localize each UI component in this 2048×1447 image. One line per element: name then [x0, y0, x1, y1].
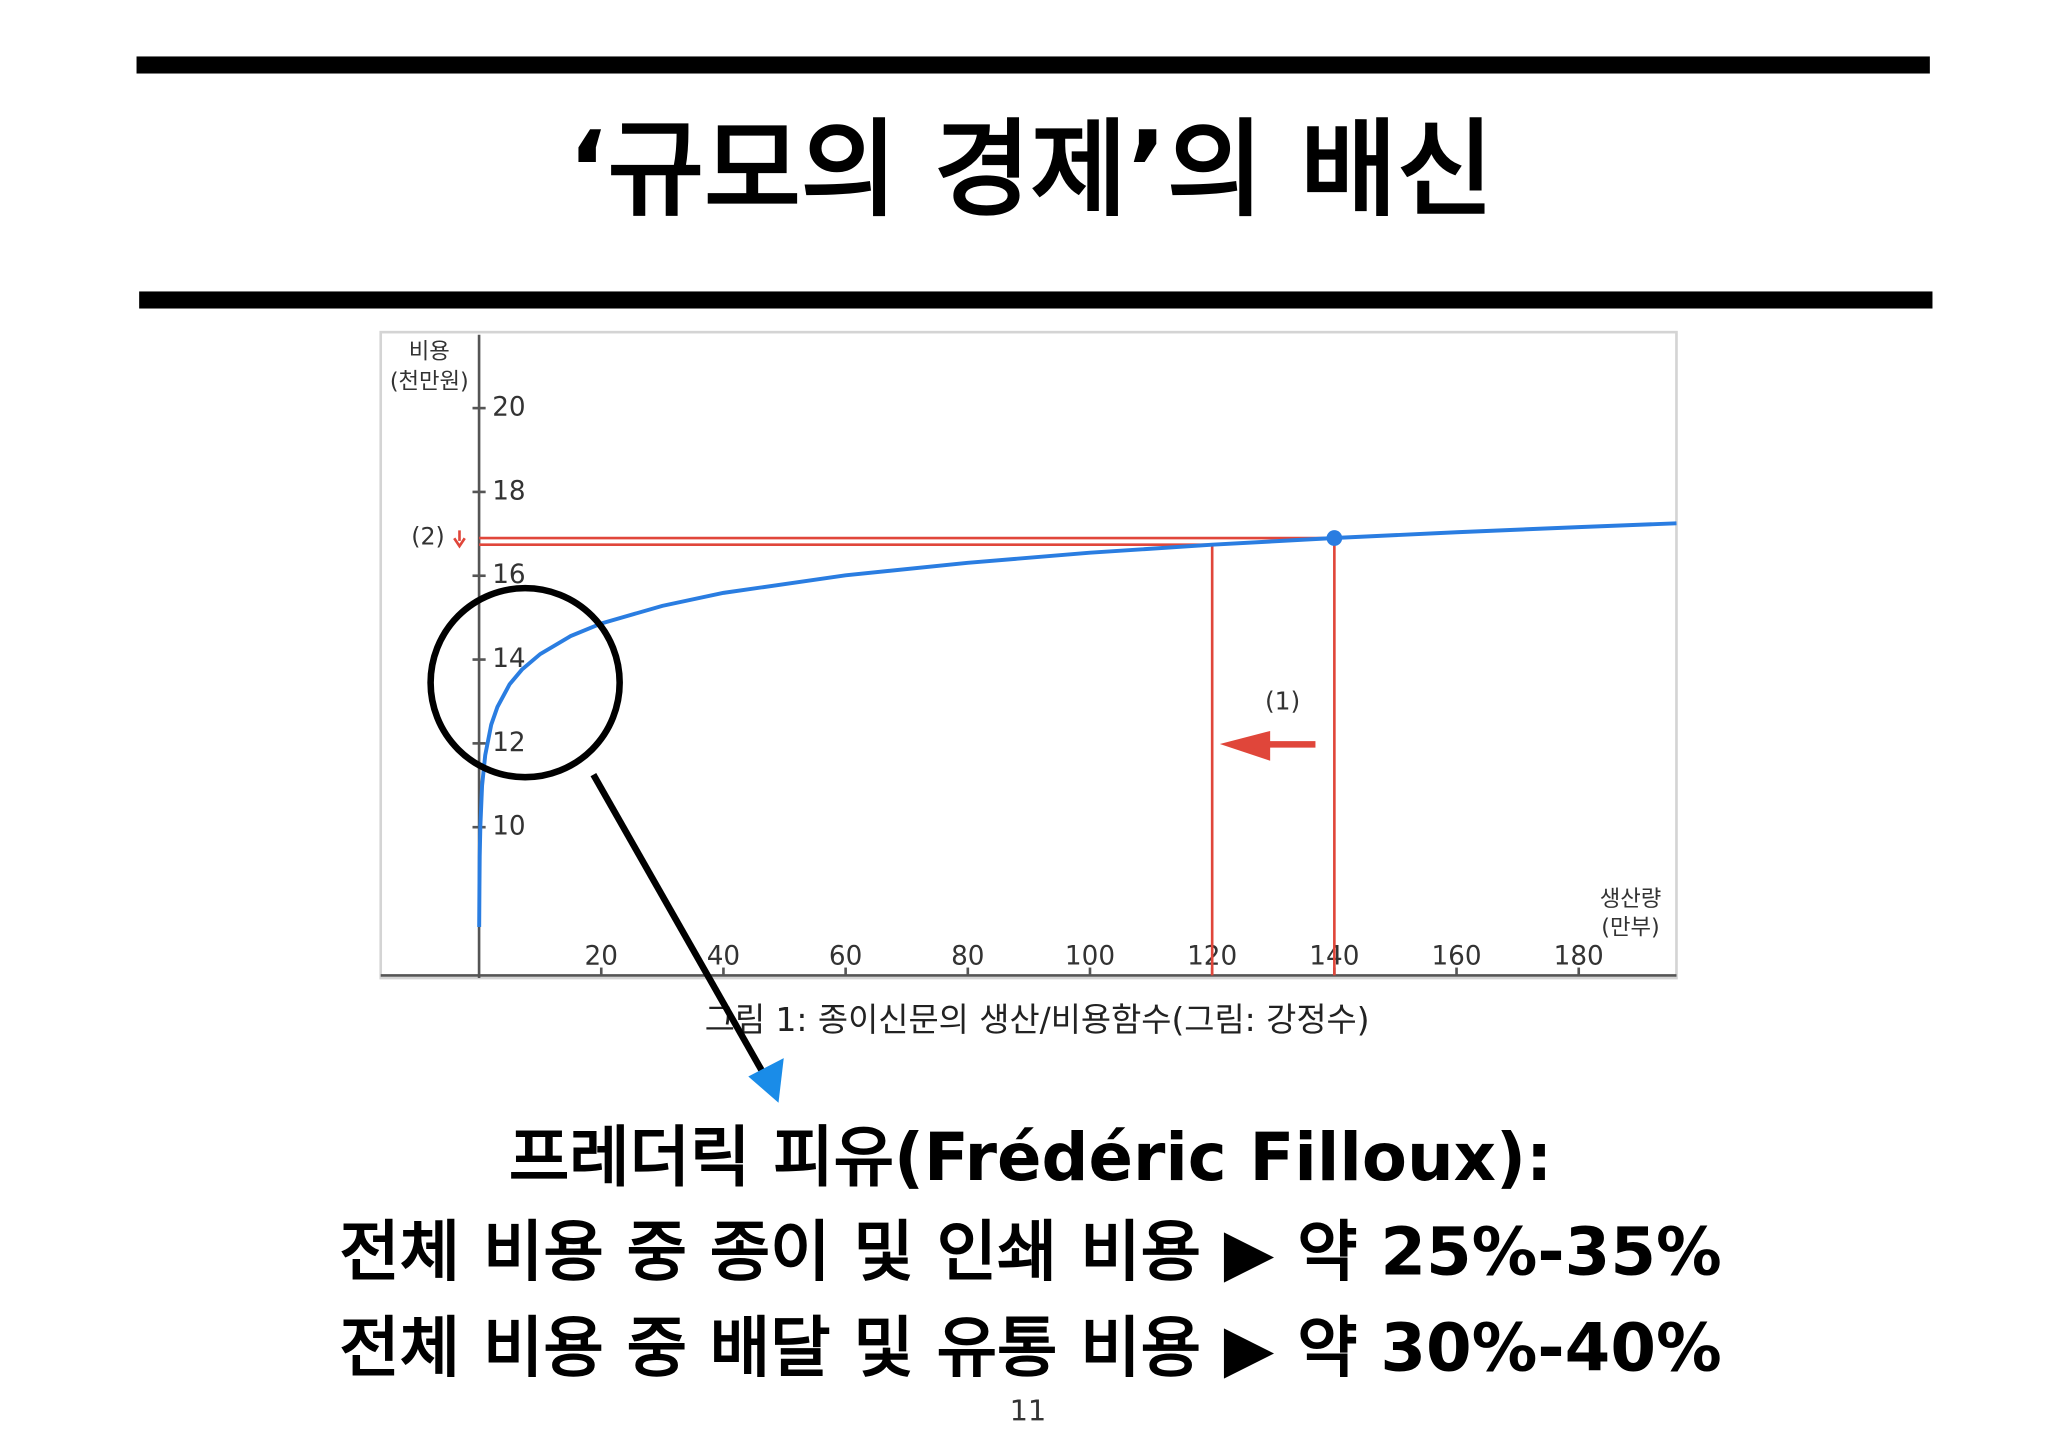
top-rule	[136, 56, 1930, 74]
x-tick-label: 20	[585, 942, 618, 972]
y-axis-label: (천만원)	[390, 369, 469, 395]
x-tick-label: 80	[951, 942, 984, 972]
title-rule	[139, 291, 1933, 309]
annotation: (2)	[411, 523, 444, 551]
y-tick-label: 10	[492, 812, 525, 842]
cost-curve	[477, 521, 1677, 928]
x-tick-label: 40	[707, 942, 740, 972]
annotation-arrow	[1219, 730, 1316, 761]
slide-title: ‘규모의 경제’의 배신	[568, 109, 1494, 231]
y-tick-label: 12	[492, 728, 525, 758]
x-tick-label: 60	[829, 942, 862, 972]
text-line: 프레더릭 피유(Frédéric Filloux):	[509, 1120, 1552, 1196]
page-number: 11	[1010, 1394, 1047, 1428]
chart-frame	[379, 330, 1678, 980]
x-axis-label: (만부)	[1601, 915, 1659, 941]
y-tick-label: 18	[492, 476, 525, 506]
y-axis-label: 비용	[409, 338, 450, 364]
pointer-head	[748, 1058, 784, 1103]
pointer-arrow	[590, 772, 765, 1072]
y-tick-label: 20	[492, 393, 525, 423]
x-axis-label: 생산량	[1600, 886, 1662, 912]
highlight-circle	[427, 584, 623, 781]
x-tick-label: 180	[1554, 942, 1604, 972]
marker-point	[1326, 530, 1343, 546]
text-line: 전체 비용 중 배달 및 유통 비용 ▶ 약 30%-40%	[339, 1310, 1721, 1386]
chart-caption: 그림 1: 종이신문의 생산/비용함수(그림: 강정수)	[705, 1001, 1370, 1039]
x-tick-label: 160	[1431, 942, 1481, 972]
annotation: (1)	[1265, 686, 1300, 715]
x-tick-label: 100	[1065, 942, 1115, 972]
annotation-arrow	[453, 530, 466, 549]
text-line: 전체 비용 중 종이 및 인쇄 비용 ▶ 약 25%-35%	[339, 1214, 1721, 1290]
